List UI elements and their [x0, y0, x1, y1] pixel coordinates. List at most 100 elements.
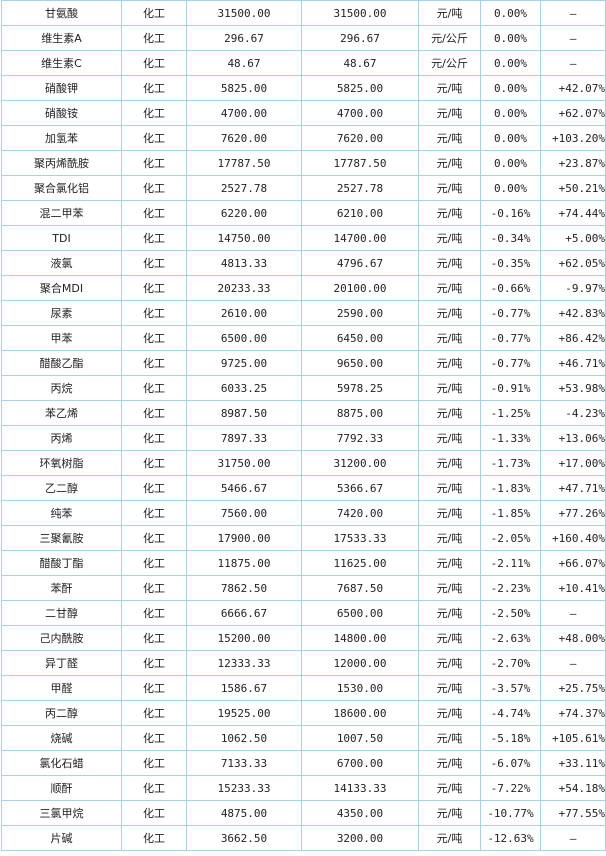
yoy-change-cell: +105.61%: [540, 725, 606, 751]
category-cell: 化工: [121, 750, 187, 776]
table-row: 纯苯 化工 7560.00 7420.00 元/吨 -1.85% +77.26%: [1, 500, 606, 526]
product-name-cell: 加氢苯: [1, 125, 122, 151]
yoy-change-cell: +54.18%: [540, 775, 606, 801]
previous-price-cell: 5825.00: [186, 75, 302, 101]
category-cell: 化工: [121, 550, 187, 576]
product-name-cell: 聚合氯化铝: [1, 175, 122, 201]
change-percent-cell: -6.07%: [480, 750, 541, 776]
current-price-cell: 48.67: [301, 50, 419, 76]
category-cell: 化工: [121, 350, 187, 376]
current-price-cell: 1530.00: [301, 675, 419, 701]
product-name-cell: 尿素: [1, 300, 122, 326]
current-price-cell: 1007.50: [301, 725, 419, 751]
product-name-cell: 氯化石蜡: [1, 750, 122, 776]
product-name-cell: TDI: [1, 225, 122, 251]
unit-cell: 元/吨: [418, 775, 481, 801]
yoy-change-cell: —: [540, 650, 606, 676]
current-price-cell: 6210.00: [301, 200, 419, 226]
previous-price-cell: 8987.50: [186, 400, 302, 426]
current-price-cell: 14700.00: [301, 225, 419, 251]
unit-cell: 元/吨: [418, 75, 481, 101]
current-price-cell: 5366.67: [301, 475, 419, 501]
table-row: 硝酸铵 化工 4700.00 4700.00 元/吨 0.00% +62.07%: [1, 100, 606, 126]
current-price-cell: 4700.00: [301, 100, 419, 126]
product-name-cell: 聚丙烯酰胺: [1, 150, 122, 176]
product-name-cell: 环氧树脂: [1, 450, 122, 476]
product-name-cell: 己内酰胺: [1, 625, 122, 651]
category-cell: 化工: [121, 475, 187, 501]
change-percent-cell: 0.00%: [480, 100, 541, 126]
table-row: 加氢苯 化工 7620.00 7620.00 元/吨 0.00% +103.20%: [1, 125, 606, 151]
current-price-cell: 12000.00: [301, 650, 419, 676]
current-price-cell: 3200.00: [301, 825, 419, 851]
yoy-change-cell: +160.40%: [540, 525, 606, 551]
change-percent-cell: 0.00%: [480, 75, 541, 101]
product-name-cell: 异丁醛: [1, 650, 122, 676]
current-price-cell: 296.67: [301, 25, 419, 51]
previous-price-cell: 15233.33: [186, 775, 302, 801]
table-row: 烧碱 化工 1062.50 1007.50 元/吨 -5.18% +105.61%: [1, 725, 606, 751]
yoy-change-cell: +53.98%: [540, 375, 606, 401]
current-price-cell: 6700.00: [301, 750, 419, 776]
change-percent-cell: -5.18%: [480, 725, 541, 751]
product-name-cell: 聚合MDI: [1, 275, 122, 301]
table-row: TDI 化工 14750.00 14700.00 元/吨 -0.34% +5.00%: [1, 225, 606, 251]
current-price-cell: 5978.25: [301, 375, 419, 401]
previous-price-cell: 7862.50: [186, 575, 302, 601]
product-name-cell: 苯乙烯: [1, 400, 122, 426]
category-cell: 化工: [121, 325, 187, 351]
table-row: 甘氨酸 化工 31500.00 31500.00 元/吨 0.00% —: [1, 0, 606, 26]
product-name-cell: 硝酸钾: [1, 75, 122, 101]
table-row: 三聚氰胺 化工 17900.00 17533.33 元/吨 -2.05% +160.40%: [1, 525, 606, 551]
change-percent-cell: 0.00%: [480, 0, 541, 26]
table-row: 聚合MDI 化工 20233.33 20100.00 元/吨 -0.66% -9.97%: [1, 275, 606, 301]
product-name-cell: 纯苯: [1, 500, 122, 526]
unit-cell: 元/吨: [418, 675, 481, 701]
unit-cell: 元/吨: [418, 650, 481, 676]
yoy-change-cell: +47.71%: [540, 475, 606, 501]
current-price-cell: 5825.00: [301, 75, 419, 101]
category-cell: 化工: [121, 825, 187, 851]
category-cell: 化工: [121, 500, 187, 526]
product-name-cell: 三氯甲烷: [1, 800, 122, 826]
yoy-change-cell: +62.07%: [540, 100, 606, 126]
change-percent-cell: -1.73%: [480, 450, 541, 476]
product-name-cell: 甲醛: [1, 675, 122, 701]
yoy-change-cell: +62.05%: [540, 250, 606, 276]
previous-price-cell: 31750.00: [186, 450, 302, 476]
unit-cell: 元/吨: [418, 500, 481, 526]
yoy-change-cell: +5.00%: [540, 225, 606, 251]
product-name-cell: 甘氨酸: [1, 0, 122, 26]
table-row: 维生素A 化工 296.67 296.67 元/公斤 0.00% —: [1, 25, 606, 51]
unit-cell: 元/吨: [418, 725, 481, 751]
product-name-cell: 丙烷: [1, 375, 122, 401]
change-percent-cell: -12.63%: [480, 825, 541, 851]
current-price-cell: 4350.00: [301, 800, 419, 826]
change-percent-cell: -1.33%: [480, 425, 541, 451]
category-cell: 化工: [121, 25, 187, 51]
category-cell: 化工: [121, 125, 187, 151]
table-row: 三氯甲烷 化工 4875.00 4350.00 元/吨 -10.77% +77.55%: [1, 800, 606, 826]
previous-price-cell: 6033.25: [186, 375, 302, 401]
yoy-change-cell: +74.44%: [540, 200, 606, 226]
unit-cell: 元/吨: [418, 750, 481, 776]
product-name-cell: 顺酐: [1, 775, 122, 801]
product-name-cell: 醋酸乙酯: [1, 350, 122, 376]
previous-price-cell: 17787.50: [186, 150, 302, 176]
previous-price-cell: 6500.00: [186, 325, 302, 351]
yoy-change-cell: +10.41%: [540, 575, 606, 601]
table-row: 顺酐 化工 15233.33 14133.33 元/吨 -7.22% +54.18%: [1, 775, 606, 801]
unit-cell: 元/吨: [418, 700, 481, 726]
category-cell: 化工: [121, 375, 187, 401]
category-cell: 化工: [121, 200, 187, 226]
category-cell: 化工: [121, 300, 187, 326]
table-row: 苯酐 化工 7862.50 7687.50 元/吨 -2.23% +10.41%: [1, 575, 606, 601]
product-name-cell: 丙烯: [1, 425, 122, 451]
category-cell: 化工: [121, 175, 187, 201]
yoy-change-cell: +46.71%: [540, 350, 606, 376]
unit-cell: 元/吨: [418, 600, 481, 626]
table-row: 氯化石蜡 化工 7133.33 6700.00 元/吨 -6.07% +33.11%: [1, 750, 606, 776]
previous-price-cell: 48.67: [186, 50, 302, 76]
